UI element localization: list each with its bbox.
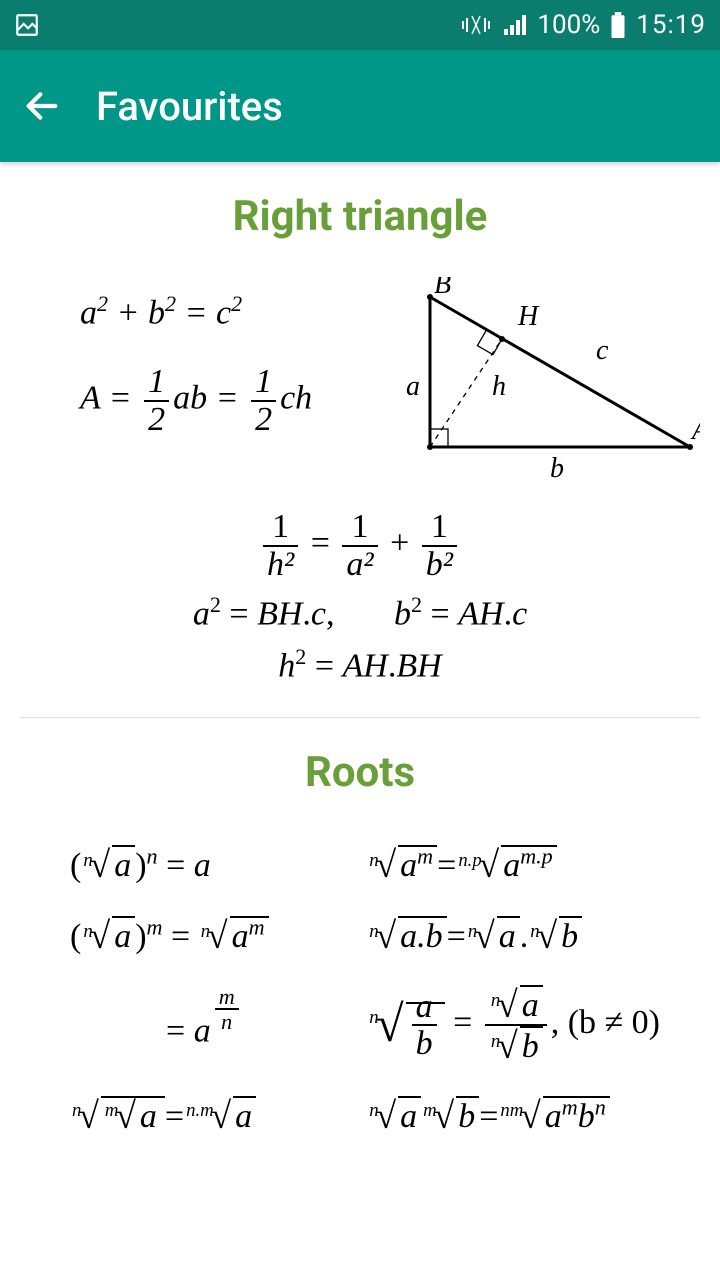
vibrate-mute-icon xyxy=(461,12,491,38)
status-left xyxy=(14,12,40,38)
root-formula-8: n√am√b=nm√ambn xyxy=(367,1094,660,1137)
root-formula-3: = amn xyxy=(70,985,347,1066)
signal-icon xyxy=(501,13,527,37)
app-bar: Favourites xyxy=(0,50,720,162)
formula-h-squared: h2 = AH.BH xyxy=(20,644,700,685)
triangle-formulas-left: a2 + b2 = c2 A = 12ab = 12ch xyxy=(80,277,380,438)
svg-text:b: b xyxy=(550,453,564,484)
formula-projections: a2 = BH.c, b2 = AH.c xyxy=(20,592,700,633)
root-formula-4: n√m√a=n.m√a xyxy=(70,1094,347,1137)
triangle-diagram: B H A a b c h xyxy=(400,277,700,491)
section-right-triangle: Right triangle a2 + b2 = c2 A = 12ab = 1… xyxy=(20,192,700,685)
picture-icon xyxy=(14,12,40,38)
formula-altitude-reciprocal: 1h² = 1a² + 1b² xyxy=(20,509,700,582)
root-formula-1: (n√a)n = a xyxy=(70,843,347,886)
formula-pythagoras: a2 + b2 = c2 xyxy=(80,291,380,332)
section-title-right-triangle: Right triangle xyxy=(20,192,700,241)
section-roots: Roots (n√a)n = a n√am=n.p√am.p (n√a)m = … xyxy=(20,748,700,1137)
roots-formulas: (n√a)n = a n√am=n.p√am.p (n√a)m = n√am n… xyxy=(20,833,700,1137)
battery-icon xyxy=(610,12,626,38)
root-formula-5: n√am=n.p√am.p xyxy=(367,843,660,886)
svg-text:c: c xyxy=(596,335,609,366)
svg-text:B: B xyxy=(434,277,451,300)
svg-text:H: H xyxy=(517,301,540,332)
section-title-roots: Roots xyxy=(20,748,700,797)
formula-area: A = 12ab = 12ch xyxy=(80,364,380,437)
svg-text:a: a xyxy=(406,371,420,402)
triangle-formulas-mid: 1h² = 1a² + 1b² a2 = BH.c, b2 = AH.c h2 … xyxy=(20,509,700,685)
status-bar: 100% 15:19 xyxy=(0,0,720,50)
status-right: 100% 15:19 xyxy=(461,10,706,40)
content-scroll[interactable]: Right triangle a2 + b2 = c2 A = 12ab = 1… xyxy=(0,192,720,1137)
root-formula-2: (n√a)m = n√am xyxy=(70,914,347,957)
svg-text:h: h xyxy=(492,371,506,402)
root-formula-7: n√ab = n√an√b, (b ≠ 0) xyxy=(367,985,660,1066)
root-formula-6: n√a.b=n√a.n√b xyxy=(367,914,660,957)
app-title: Favourites xyxy=(96,83,283,130)
clock: 15:19 xyxy=(636,10,706,40)
back-arrow-icon[interactable] xyxy=(22,86,62,126)
battery-pct: 100% xyxy=(537,10,600,40)
svg-text:A: A xyxy=(690,415,700,446)
section-divider xyxy=(20,717,700,718)
